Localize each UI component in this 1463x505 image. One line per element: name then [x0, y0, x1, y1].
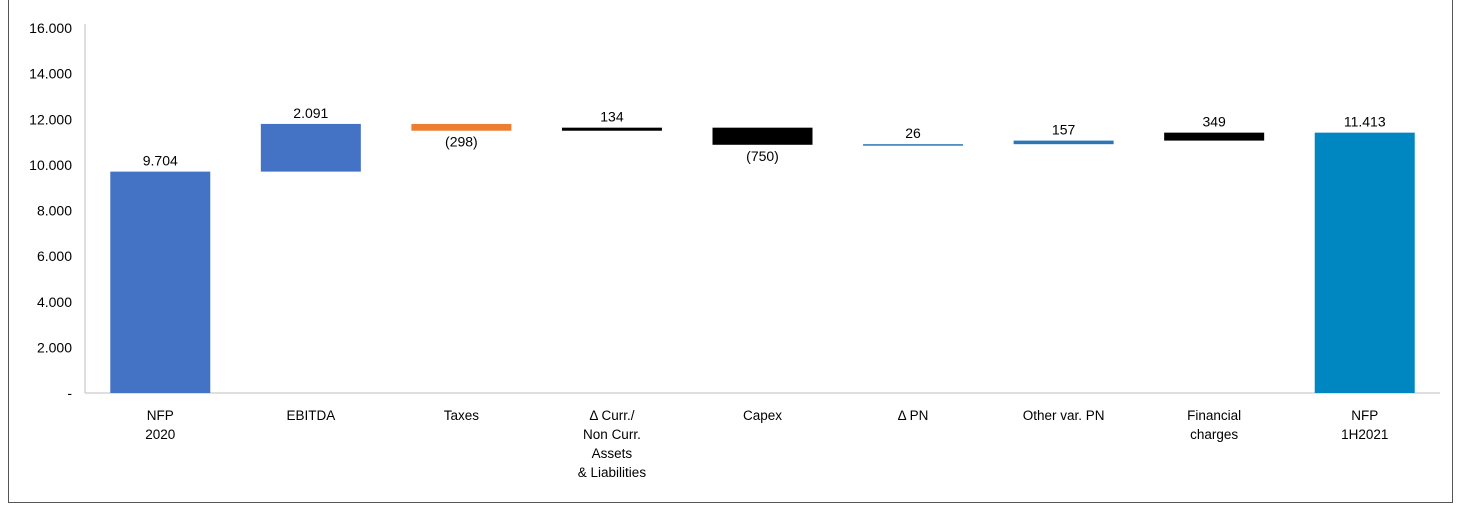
bar — [411, 123, 512, 131]
x-tick-label-line: Capex — [743, 408, 782, 423]
y-tick-label: 6.000 — [37, 248, 72, 264]
data-label: (298) — [445, 134, 478, 150]
x-tick-label-line: Assets — [592, 446, 633, 461]
y-tick-label: 10.000 — [29, 157, 72, 173]
x-tick-label: Capex — [743, 408, 782, 423]
x-tick-label: Taxes — [444, 408, 480, 423]
data-label: (750) — [746, 148, 779, 164]
x-tick-label: Δ PN — [898, 408, 929, 423]
x-tick-label-line: 2020 — [145, 427, 175, 442]
bar — [110, 171, 211, 393]
chart-frame — [8, 0, 1453, 503]
y-tick-label: 2.000 — [37, 339, 72, 355]
data-label: 9.704 — [143, 153, 178, 169]
x-tick-label-line: Δ PN — [898, 408, 929, 423]
y-tick-label: 12.000 — [29, 111, 72, 127]
data-label: 349 — [1202, 114, 1226, 130]
bar — [561, 127, 662, 131]
x-tick-label: EBITDA — [286, 408, 335, 423]
bar — [1314, 132, 1415, 393]
x-tick-label: Financial charges — [1187, 408, 1241, 442]
x-tick-label-line: & Liabilities — [578, 465, 647, 480]
data-label: 11.413 — [1344, 114, 1386, 130]
x-tick-label-line: Other var. PN — [1023, 408, 1105, 423]
data-label: 2.091 — [293, 105, 328, 121]
x-tick-label-line: Δ Curr./ — [589, 408, 634, 423]
data-label: 26 — [905, 125, 921, 141]
y-tick-label: - — [67, 385, 72, 401]
x-tick-label: NFP 2020 — [145, 408, 175, 442]
bar — [260, 123, 361, 172]
data-label: 134 — [600, 109, 624, 125]
bar — [1164, 132, 1265, 141]
x-tick-label-line: EBITDA — [286, 408, 335, 423]
x-tick-label: NFP 1H2021 — [1341, 408, 1388, 442]
x-tick-label-line: NFP — [1351, 408, 1378, 423]
bar — [712, 127, 813, 145]
x-tick-label-line: 1H2021 — [1341, 427, 1388, 442]
x-tick-label-line: Non Curr. — [583, 427, 641, 442]
y-tick-label: 4.000 — [37, 294, 72, 310]
bars-layer — [110, 123, 1415, 393]
y-tick-label: 8.000 — [37, 203, 72, 219]
x-tick-label-line: Financial — [1187, 408, 1241, 423]
x-tick-label-line: charges — [1190, 427, 1238, 442]
bar — [1013, 140, 1114, 145]
x-tick-label: Other var. PN — [1023, 408, 1105, 423]
bar — [863, 144, 964, 146]
x-tick-label-line: Taxes — [444, 408, 480, 423]
y-tick-label: 16.000 — [29, 20, 72, 36]
axis-layer: - 2.000 4.000 6.000 8.000 10.000 12.000 14.000 1… — [29, 20, 1440, 401]
labels-layer: 9.704 NFP 2020 2.091 EBITDA (298) Taxes 134 Δ Cu… — [143, 105, 1389, 480]
x-tick-label: Δ Curr./ Non Curr. Assets & Liabilities — [578, 408, 647, 480]
data-label: 157 — [1052, 122, 1076, 138]
y-tick-label: 14.000 — [29, 66, 72, 82]
x-tick-label-line: NFP — [147, 408, 174, 423]
